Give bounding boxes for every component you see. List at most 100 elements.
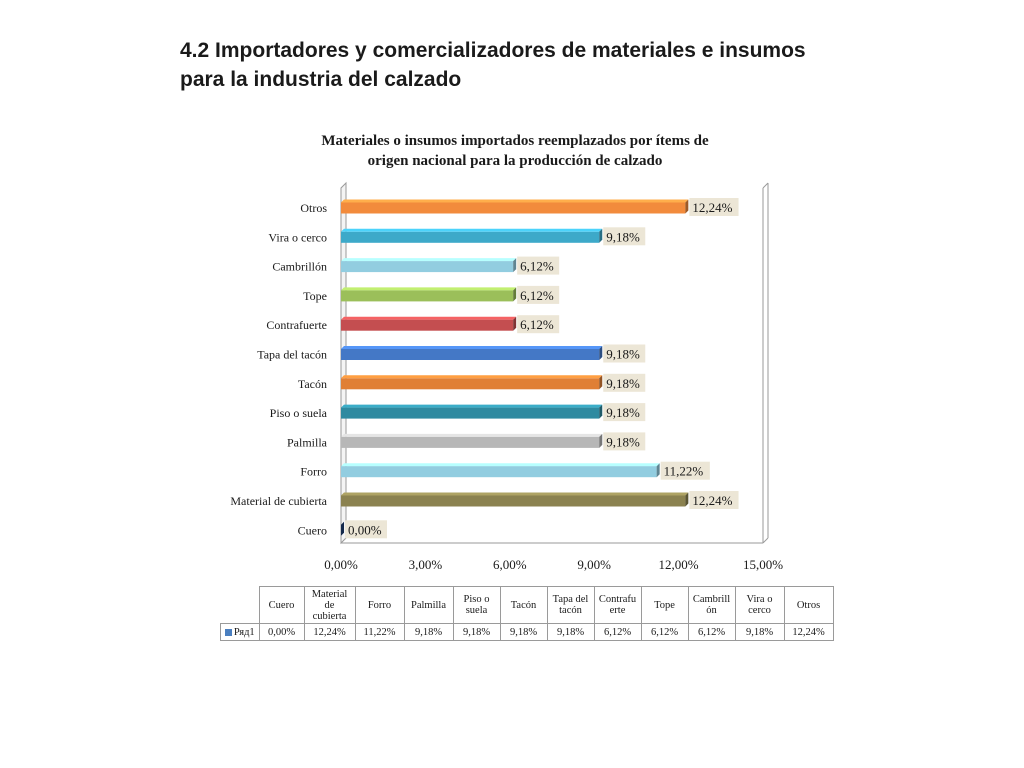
bar-piso-o-suela	[341, 404, 603, 419]
legend-swatch	[224, 628, 232, 636]
chart-title-line2: origen nacional para la producción de ca…	[367, 153, 663, 169]
data-label: 6,12%	[517, 285, 560, 304]
data-table-value: 9,18%	[546, 623, 595, 641]
bar-top-face	[341, 433, 603, 437]
data-label: 6,12%	[517, 315, 560, 334]
series-name: Ряд1	[233, 626, 255, 638]
data-table-header: Tacón	[499, 586, 548, 624]
data-table-header: Forro	[354, 586, 405, 624]
category-label: Cambrillón	[272, 260, 327, 274]
category-label: Palmilla	[287, 435, 328, 449]
category-label: Tope	[303, 289, 327, 303]
bar-end-face	[341, 521, 344, 536]
chart-title: Materiales o insumos importados reemplaz…	[270, 131, 760, 171]
x-tick-label: 15,00%	[743, 557, 783, 572]
chart-axis: 0,00% 3,00% 6,00% 9,00% 12,00% 15,00%	[324, 557, 783, 572]
data-label: 12,24%	[689, 491, 739, 509]
bar-vira-o-cerco	[341, 228, 603, 243]
data-table-value: 9,18%	[403, 623, 454, 641]
category-label: Piso o suela	[270, 406, 328, 420]
data-table-header: Piso o suela	[452, 586, 501, 624]
data-label: 9,18%	[603, 403, 646, 422]
bar-end-face	[599, 404, 603, 419]
category-label: Otros	[300, 201, 327, 215]
bar-front-face	[341, 319, 514, 331]
chart-title-line1: Materiales o insumos importados reemplaz…	[321, 133, 709, 149]
data-label-box	[660, 461, 710, 480]
data-label-box	[517, 315, 560, 334]
data-label: 6,12%	[517, 256, 560, 275]
data-label-box	[603, 227, 646, 246]
bar-top-face	[341, 228, 603, 232]
data-label-box	[517, 256, 560, 275]
bar-front-face	[341, 407, 600, 419]
bar-end-face	[513, 287, 517, 302]
data-table-value: 11,22%	[354, 623, 405, 641]
bar-top-face	[341, 287, 517, 291]
bar-front-face	[341, 466, 657, 478]
data-label-box	[603, 344, 646, 363]
bar-tacón	[341, 375, 603, 390]
data-table-value: 6,12%	[593, 623, 642, 641]
data-label: 0,00%	[345, 520, 387, 539]
data-label: 9,18%	[603, 373, 646, 392]
category-label: Contrafuerte	[266, 318, 327, 332]
data-table-header: Tope	[640, 586, 689, 624]
bar-otros	[341, 199, 689, 214]
data-label-box	[603, 432, 646, 451]
bar-end-face	[685, 199, 689, 214]
data-label-text: 9,18%	[606, 347, 640, 362]
data-table-value-row: Ряд1 0,00% 12,24% 11,22% 9,18% 9,18% 9,18% 9,1…	[220, 623, 834, 641]
chart-side-wall	[340, 181, 347, 545]
bar-top-face	[341, 463, 660, 467]
data-label: 11,22%	[660, 461, 710, 480]
bar-end-face	[513, 258, 517, 273]
data-table-header: Palmilla	[403, 586, 454, 624]
bar-tope	[341, 287, 517, 302]
data-label-text: 6,12%	[520, 317, 554, 332]
bar-end-face	[599, 228, 603, 243]
bar-front-face	[341, 349, 600, 360]
data-table-value: 9,18%	[452, 623, 501, 641]
data-table-header: Cambrill ón	[687, 586, 736, 624]
bar-top-face	[341, 375, 603, 379]
bar-tapa-del-tacón	[341, 346, 603, 360]
category-label: Vira o cerco	[268, 230, 327, 244]
data-label-text: 6,12%	[520, 259, 554, 274]
slide-title: 4.2 Importadores y comercializadores de …	[180, 36, 900, 94]
chart-floor-right-edge	[762, 537, 769, 544]
x-tick-label: 12,00%	[659, 557, 699, 572]
data-table-value: 9,18%	[499, 623, 548, 641]
bar-top-face	[341, 199, 689, 203]
category-label: Cuero	[298, 523, 327, 537]
data-table-series-label: Ряд1	[220, 623, 260, 641]
data-label-box	[345, 520, 387, 539]
bar-front-face	[341, 290, 514, 302]
slide-title-line1: 4.2 Importadores y comercializadores de …	[180, 39, 806, 62]
data-label-text: 12,24%	[692, 493, 732, 508]
bar-material-de-cubierta	[341, 492, 689, 507]
data-table-value: 6,12%	[687, 623, 736, 641]
bar-top-face	[341, 258, 517, 262]
data-table-header: Tapa del tacón	[546, 586, 595, 624]
bar-top-face	[341, 404, 603, 408]
data-label-box	[603, 403, 646, 422]
data-table-header: Contrafu erte	[593, 586, 642, 624]
chart-labels: Cuero 0,00% Material de cubierta 12,24% Forr…	[230, 198, 739, 539]
data-table-header: Material de cubierta	[303, 586, 356, 624]
data-table-value: 9,18%	[734, 623, 785, 641]
bar-end-face	[685, 492, 689, 507]
chart-top-right-edge	[762, 182, 769, 189]
bar-end-face	[599, 346, 603, 360]
chart-bars	[341, 199, 689, 536]
slide-title-line2: para la industria del calzado	[180, 68, 462, 91]
data-label-box	[603, 373, 646, 392]
bar-front-face	[341, 202, 686, 214]
x-tick-label: 9,00%	[577, 557, 611, 572]
category-label: Forro	[300, 465, 327, 479]
bar-palmilla	[341, 433, 603, 448]
category-label: Tacón	[298, 377, 327, 391]
data-table-corner	[220, 586, 260, 624]
data-table-value: 6,12%	[640, 623, 689, 641]
bar-end-face	[513, 316, 517, 331]
